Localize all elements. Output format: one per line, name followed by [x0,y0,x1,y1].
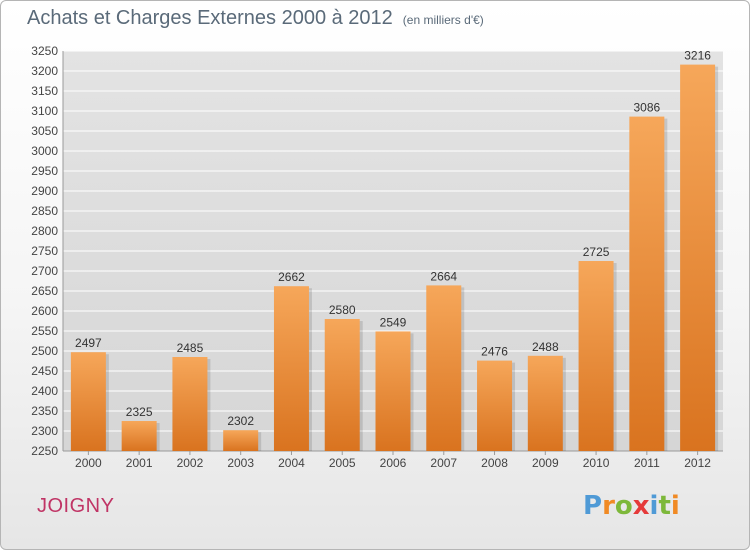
y-tick-label: 3100 [31,104,58,118]
data-label: 2580 [329,303,356,317]
data-label: 2325 [126,405,153,419]
data-label: 2725 [583,245,610,259]
bar [426,285,462,451]
x-tick-label: 2010 [583,456,610,470]
city-label: JOIGNY [37,495,115,517]
x-tick-label: 2006 [380,456,407,470]
bar [477,360,513,451]
bar [578,261,614,451]
x-tick-label: 2008 [481,456,508,470]
data-label: 2476 [481,345,508,359]
proxiti-logo[interactable]: Proxiti [583,491,680,521]
x-tick-label: 2000 [75,456,102,470]
logo-letter: t [658,491,671,521]
bar [527,355,563,451]
x-tick-label: 2003 [227,456,254,470]
logo-letter: i [649,491,659,521]
y-tick-label: 2400 [31,384,58,398]
bar [70,352,106,451]
y-tick-label: 3000 [31,144,58,158]
bar [680,64,716,451]
logo-letter: x [632,491,650,521]
y-tick-label: 3200 [31,64,58,78]
y-tick-label: 2500 [31,344,58,358]
data-label: 3216 [684,49,711,63]
data-label: 2488 [532,340,559,354]
y-tick-label: 2750 [31,244,58,258]
y-tick-label: 2450 [31,364,58,378]
y-tick-label: 2550 [31,324,58,338]
bar [273,286,309,451]
y-tick-label: 2350 [31,404,58,418]
y-tick-label: 3050 [31,124,58,138]
data-label: 3086 [633,101,660,115]
logo-letter: o [614,491,633,521]
data-label: 2302 [227,414,254,428]
y-tick-label: 3150 [31,84,58,98]
y-tick-label: 2650 [31,284,58,298]
bar [375,331,411,451]
bar [324,319,360,451]
y-tick-label: 2250 [31,444,58,458]
logo-letter: P [583,491,603,521]
y-tick-label: 2900 [31,184,58,198]
y-tick-label: 3250 [31,44,58,58]
y-tick-label: 2300 [31,424,58,438]
data-label: 2497 [75,336,102,350]
bar [223,430,259,451]
chart-title-text: Achats et Charges Externes 2000 à 2012 [27,7,393,29]
data-label: 2662 [278,270,305,284]
x-tick-label: 2011 [634,456,660,470]
logo-letter: r [602,491,615,521]
data-label: 2549 [380,315,407,329]
logo-letter: i [670,491,680,521]
y-tick-label: 2800 [31,224,58,238]
x-tick-label: 2002 [177,456,204,470]
x-tick-label: 2007 [430,456,457,470]
x-tick-label: 2001 [126,456,153,470]
y-tick-label: 2700 [31,264,58,278]
bar [172,357,208,451]
bar [121,421,157,451]
x-tick-label: 2005 [329,456,356,470]
x-tick-label: 2012 [684,456,711,470]
y-tick-label: 2850 [31,204,58,218]
chart-title: Achats et Charges Externes 2000 à 2012 (e… [27,7,484,30]
x-tick-label: 2004 [278,456,305,470]
x-tick-label: 2009 [532,456,559,470]
chart-subtitle: (en milliers d'€) [402,13,484,27]
bar [629,116,665,451]
data-label: 2664 [430,269,457,283]
y-tick-label: 2600 [31,304,58,318]
y-tick-label: 2950 [31,164,58,178]
data-label: 2485 [177,341,204,355]
